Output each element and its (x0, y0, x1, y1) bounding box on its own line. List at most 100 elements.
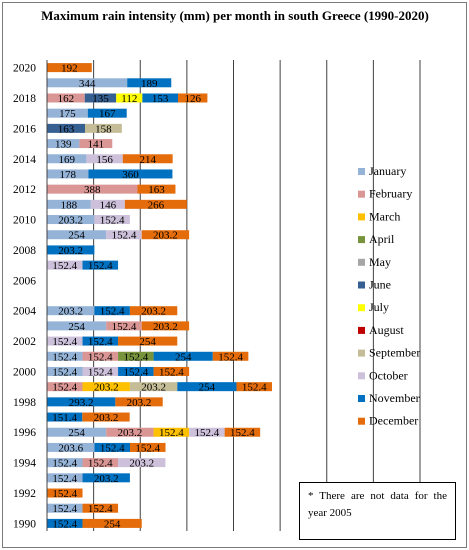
y-tick-label: 1994 (13, 458, 36, 470)
bar-segment-2001 (118, 351, 154, 361)
bar-segment-1997 (47, 412, 83, 422)
data-label: 139 (55, 139, 72, 151)
legend-swatch-november (358, 395, 365, 402)
data-label: 152.4 (88, 336, 113, 348)
data-label: 203.2 (141, 306, 166, 318)
bar-segment-2000 (118, 366, 154, 376)
data-label: 152.4 (52, 518, 77, 530)
y-tick-label: 2010 (13, 215, 36, 227)
legend-swatch-september (358, 349, 365, 357)
data-label: 152.4 (52, 382, 77, 394)
data-label: 152.4 (123, 351, 148, 363)
bar-segment-2017 (87, 108, 127, 118)
bar-segment-2001 (82, 351, 119, 361)
bar-segment-2014 (47, 154, 87, 164)
bar-segment-1996 (153, 427, 190, 437)
data-label: 203.2 (129, 458, 154, 470)
bar-segment-1991 (82, 503, 119, 513)
bar-segment-1995 (47, 442, 95, 452)
bar-segment-2008 (47, 245, 95, 255)
y-tick-label: 2004 (13, 306, 36, 318)
data-label: 344 (79, 78, 96, 90)
legend-label-december: December (369, 414, 418, 428)
data-label: 254 (139, 336, 156, 348)
bar-segment-2000 (153, 366, 190, 376)
bar-segment-2003 (47, 321, 107, 331)
bar-segment-2014 (122, 154, 173, 164)
bar-segment-1996 (106, 427, 154, 437)
bar-segment-2001 (212, 351, 249, 361)
bar-segment-2012 (137, 184, 176, 194)
data-label: 152.4 (52, 260, 77, 272)
legend-label-january: January (369, 164, 406, 178)
legend-label-november: November (369, 391, 420, 405)
data-label: 254 (68, 321, 85, 333)
bar-segment-1992 (47, 488, 83, 498)
data-label: 192 (61, 63, 78, 75)
bar-segment-1998 (115, 397, 163, 407)
data-label: 152.4 (218, 351, 243, 363)
bar-segment-2018 (178, 93, 208, 103)
legend-swatch-june (358, 281, 365, 289)
bar-segment-2011 (47, 199, 91, 209)
no-data-note: * There are not data for the year 2005 (299, 482, 456, 540)
bar-segment-1993 (82, 473, 130, 483)
data-label: 152.4 (242, 382, 267, 394)
data-label: 152.4 (135, 442, 160, 454)
data-label: 152.4 (52, 458, 77, 470)
bar-segment-1996 (189, 427, 225, 437)
data-label: 152.4 (100, 215, 125, 227)
bar-segment-2018 (47, 93, 85, 103)
data-label: 203.2 (94, 382, 119, 394)
data-label: 254 (68, 230, 85, 242)
bar-segment-1993 (47, 473, 83, 483)
data-label: 188 (61, 199, 78, 211)
data-label: 254 (104, 518, 121, 530)
data-label: 189 (141, 78, 158, 90)
bar-segment-1991 (47, 503, 83, 513)
legend-swatch-april (358, 236, 365, 244)
data-label: 163 (148, 184, 165, 196)
legend-label-may: May (369, 255, 391, 269)
bar-segment-2004 (129, 306, 178, 316)
bar-segment-2004 (94, 306, 130, 316)
legend-label-march: March (369, 209, 400, 223)
bar-segment-2003 (141, 321, 190, 331)
legend-label-august: August (369, 323, 404, 337)
y-tick-label: 2000 (13, 366, 36, 378)
chart-title: Maximum rain intensity (mm) per month in… (41, 8, 429, 23)
bar-segment-2014 (86, 154, 123, 164)
data-label: 152.4 (112, 230, 137, 242)
data-label: 152.4 (52, 336, 77, 348)
bar-segment-2018 (84, 93, 117, 103)
bar-segment-2002 (118, 336, 178, 346)
bar-segment-2000 (82, 366, 119, 376)
bar-segment-2013 (88, 169, 173, 179)
data-label: 112 (121, 93, 137, 105)
bar-segment-1997 (82, 412, 130, 422)
data-label: 167 (99, 108, 116, 120)
data-label: 126 (184, 93, 201, 105)
data-label: 163 (58, 123, 75, 135)
bar-segment-1999 (47, 382, 83, 392)
data-label: 169 (58, 154, 75, 166)
data-label: 152.4 (88, 260, 113, 272)
data-label: 151.4 (52, 412, 77, 424)
bar-segment-2020 (47, 63, 92, 73)
legend-label-june: June (369, 278, 391, 292)
bar-segment-1994 (82, 458, 119, 468)
y-tick-label: 2012 (13, 184, 36, 196)
bar-segment-1999 (177, 382, 237, 392)
data-label: 152.4 (52, 473, 77, 485)
y-tick-label: 1998 (13, 397, 36, 409)
bar-segment-2009 (106, 230, 142, 240)
data-label: 152.4 (195, 427, 220, 439)
bar-segment-2019 (47, 78, 128, 88)
y-tick-label: 2016 (13, 123, 36, 135)
bar-segment-1994 (118, 458, 166, 468)
bar-segment-1998 (47, 397, 116, 407)
legend-swatch-january (358, 168, 365, 175)
legend-label-february: February (369, 187, 412, 201)
y-tick-label: 2018 (13, 93, 36, 105)
bar-segment-1996 (224, 427, 261, 437)
